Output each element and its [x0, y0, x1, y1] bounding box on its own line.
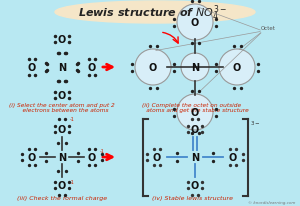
- Text: O: O: [229, 152, 237, 162]
- Text: O: O: [28, 63, 36, 73]
- Text: O: O: [88, 152, 96, 162]
- Text: (iii) Check the formal charge: (iii) Check the formal charge: [17, 195, 107, 200]
- Text: N: N: [58, 152, 66, 162]
- Circle shape: [219, 50, 255, 85]
- Text: N: N: [191, 63, 199, 73]
- Text: O: O: [191, 180, 199, 190]
- Text: O: O: [58, 124, 66, 134]
- Text: (ii) Complete the octet on outside: (ii) Complete the octet on outside: [142, 103, 242, 108]
- Circle shape: [177, 95, 213, 130]
- Text: (iv) Stable lewis structure: (iv) Stable lewis structure: [152, 195, 232, 200]
- Text: O: O: [88, 63, 96, 73]
- Circle shape: [135, 50, 171, 85]
- Ellipse shape: [55, 2, 255, 24]
- Text: O: O: [28, 152, 36, 162]
- Text: electrons between the atoms: electrons between the atoms: [15, 108, 109, 112]
- Text: O: O: [153, 152, 161, 162]
- Text: O: O: [58, 91, 66, 101]
- Text: -1: -1: [70, 117, 75, 122]
- Text: O: O: [191, 124, 199, 134]
- Text: $^{3-}$: $^{3-}$: [250, 121, 260, 129]
- Text: N: N: [191, 152, 199, 162]
- Text: © knordislearning.com: © knordislearning.com: [248, 200, 295, 204]
- Text: O: O: [191, 108, 199, 117]
- Text: O: O: [149, 63, 157, 73]
- Text: N: N: [58, 63, 66, 73]
- Text: O: O: [233, 63, 241, 73]
- Circle shape: [181, 54, 209, 82]
- Text: -1: -1: [100, 149, 105, 154]
- Text: O: O: [58, 180, 66, 190]
- Circle shape: [177, 5, 213, 41]
- Text: -1: -1: [70, 180, 75, 185]
- Text: (i) Select the center atom and put 2: (i) Select the center atom and put 2: [9, 103, 115, 108]
- Text: O: O: [191, 18, 199, 28]
- Text: Octet: Octet: [261, 25, 275, 30]
- Text: atoms and get the stable structure: atoms and get the stable structure: [135, 108, 249, 112]
- Text: Lewis structure of $\mathit{NO_4^{3-}}$: Lewis structure of $\mathit{NO_4^{3-}}$: [78, 3, 228, 23]
- Text: O: O: [58, 35, 66, 45]
